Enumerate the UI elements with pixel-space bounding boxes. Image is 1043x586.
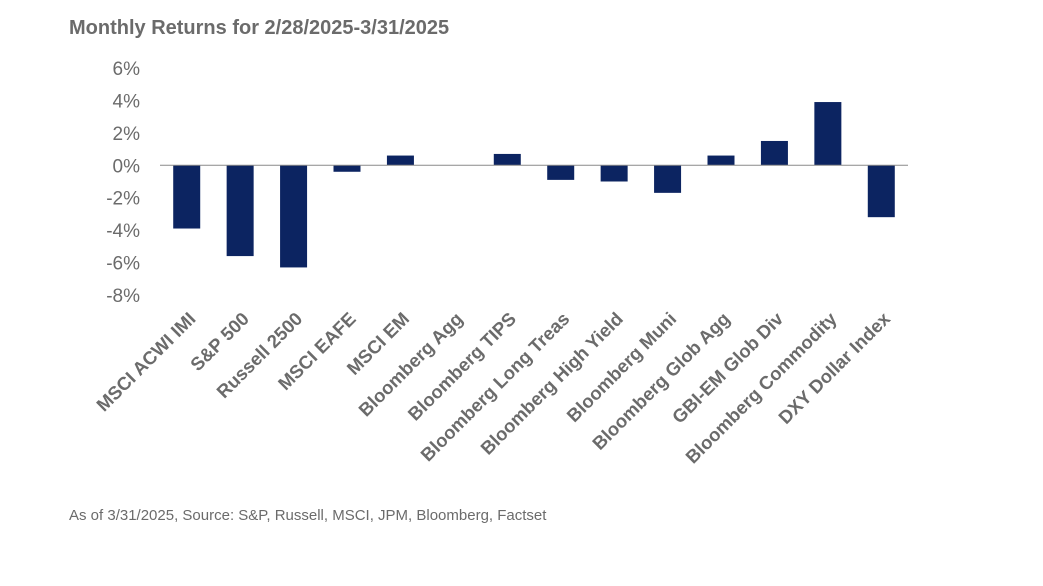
y-tick-label: 0%: [113, 156, 141, 177]
bar-dxy-dollar-index: [867, 165, 895, 218]
y-tick-label: 4%: [113, 91, 141, 112]
bar-bloomberg-muni: [654, 165, 682, 193]
bars: [173, 102, 895, 268]
y-tick-label: 2%: [113, 124, 141, 145]
y-tick-label: -8%: [106, 286, 140, 307]
y-axis-ticks: 6% 4% 2% 0% -2% -4% -6% -8%: [106, 59, 140, 307]
source-note: As of 3/31/2025, Source: S&P, Russell, M…: [69, 507, 547, 524]
x-tick-label: MSCI ACWI IMI: [92, 308, 199, 415]
bar-msci-em: [386, 155, 414, 166]
bar-msci-acwi-imi: [173, 165, 201, 229]
bar-msci-eafe: [333, 165, 361, 172]
y-tick-label: -2%: [106, 189, 140, 210]
bar-russell-2500: [280, 165, 308, 268]
y-tick-label: 6%: [113, 59, 141, 80]
bar-bloomberg-glob-agg: [707, 155, 735, 166]
bar-bloomberg-long-treas: [547, 165, 575, 180]
chart-title: Monthly Returns for 2/28/2025-3/31/2025: [69, 17, 450, 39]
bar-bloomberg-high-yield: [600, 165, 628, 182]
bar-bloomberg-tips: [493, 153, 521, 166]
bar-bloomberg-commodity: [814, 102, 842, 166]
y-tick-label: -4%: [106, 221, 140, 242]
y-tick-label: -6%: [106, 254, 140, 275]
bar-s-p-500: [226, 165, 254, 257]
bar-gbi-em-glob-div: [760, 140, 788, 166]
